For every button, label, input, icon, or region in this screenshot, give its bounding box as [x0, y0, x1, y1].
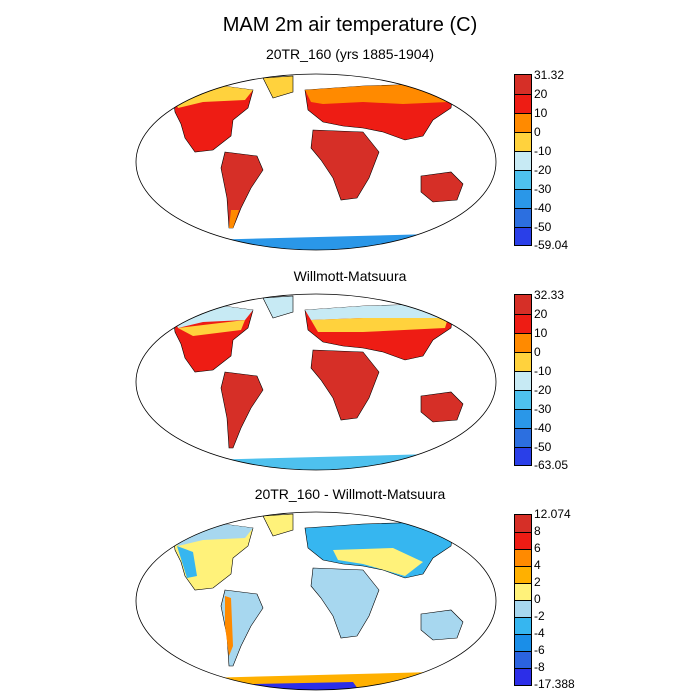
panel-1-map — [135, 73, 497, 251]
colorbar-label: -4 — [534, 626, 545, 640]
colorbar-label: 31.32 — [534, 68, 565, 82]
panel-2-colorbar — [514, 294, 532, 466]
north-america-north — [173, 86, 253, 108]
eurasia-north — [305, 304, 453, 320]
colorbar-label: -20 — [534, 383, 552, 397]
colorbar-label: -20 — [534, 163, 552, 177]
colorbar-label: 12.074 — [534, 507, 571, 521]
panel-2-map — [135, 293, 497, 471]
colorbar-label: -2 — [534, 609, 545, 623]
australia-land — [420, 391, 464, 423]
colorbar-label: -50 — [534, 220, 552, 234]
panel-1-title: 20TR_160 (yrs 1885-1904) — [265, 46, 435, 62]
panel-2-title: Willmott-Matsuura — [293, 268, 407, 284]
colorbar-label: 10 — [534, 326, 548, 340]
colorbar-label: -17.388 — [534, 677, 575, 691]
colorbar-label: 2 — [534, 575, 541, 589]
colorbar-label: 10 — [534, 106, 548, 120]
greenland-land — [262, 513, 294, 537]
colorbar-label: -10 — [534, 144, 552, 158]
africa-land — [310, 567, 380, 639]
colorbar-label: -30 — [534, 402, 552, 416]
colorbar-label: -8 — [534, 660, 545, 674]
colorbar-label: 20 — [534, 307, 548, 321]
north-america-north — [173, 306, 253, 328]
colorbar-label: -40 — [534, 201, 552, 215]
africa-land — [310, 349, 380, 421]
figure-title: MAM 2m air temperature (C) — [222, 14, 478, 36]
map-border — [135, 511, 497, 691]
panel-3-title: 20TR_160 - Willmott-Matsuura — [254, 486, 446, 502]
colorbar-label: -30 — [534, 182, 552, 196]
australia-land — [420, 609, 464, 641]
colorbar-label: 32.33 — [534, 288, 565, 302]
map-border — [135, 293, 497, 471]
colorbar-label: 0 — [534, 592, 541, 606]
colorbar-label: -50 — [534, 440, 552, 454]
south-america-west — [225, 596, 233, 656]
colorbar-label: 0 — [534, 345, 541, 359]
colorbar-label: -40 — [534, 421, 552, 435]
antarctica-land — [193, 454, 443, 470]
map-border — [135, 73, 497, 251]
greenland-land — [262, 295, 294, 319]
colorbar-label: -6 — [534, 643, 545, 657]
south-america-land — [220, 151, 264, 229]
colorbar-label: -10 — [534, 364, 552, 378]
eurasia-south — [333, 548, 423, 576]
colorbar-label: 6 — [534, 541, 541, 555]
panel-3-map — [135, 511, 497, 691]
panel-3-colorbar — [514, 514, 532, 686]
antarctica-land — [193, 234, 443, 250]
antarctica-cold — [243, 682, 363, 690]
colorbar-label: -63.05 — [534, 458, 569, 472]
colorbar-label: 8 — [534, 524, 541, 538]
colorbar-label: 20 — [534, 87, 548, 101]
north-america-west — [177, 546, 197, 578]
australia-land — [420, 171, 464, 203]
panel-1-colorbar — [514, 74, 532, 246]
colorbar-label: -59.04 — [534, 238, 569, 252]
colorbar-label: 0 — [534, 125, 541, 139]
north-america-north — [173, 524, 253, 546]
colorbar-label: 4 — [534, 558, 541, 572]
south-america-tip — [229, 210, 239, 228]
eurasia-mid — [311, 318, 448, 332]
north-america-mid — [178, 320, 245, 336]
south-america-land — [220, 371, 264, 449]
africa-land — [310, 129, 380, 201]
greenland-land — [262, 75, 294, 99]
